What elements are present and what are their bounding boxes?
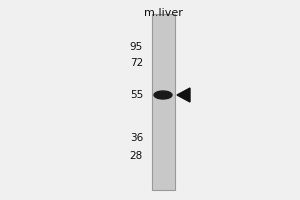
Text: m.liver: m.liver	[144, 8, 182, 18]
Bar	[152, 14, 175, 190]
Text: 36: 36	[130, 133, 143, 143]
Text: 28: 28	[130, 151, 143, 161]
Text: 72: 72	[130, 58, 143, 68]
Text: 55: 55	[130, 90, 143, 100]
Text: 95: 95	[130, 42, 143, 52]
Ellipse shape	[154, 91, 172, 99]
Polygon shape	[177, 88, 190, 102]
